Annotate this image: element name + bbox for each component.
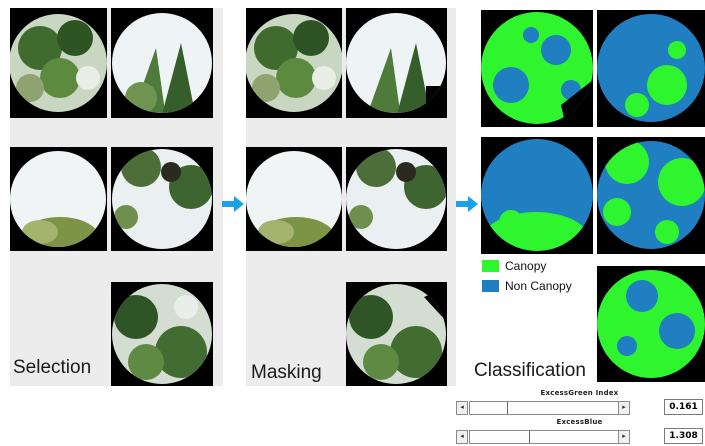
slider-thumb[interactable] bbox=[529, 431, 530, 443]
classification-image-3[interactable] bbox=[481, 137, 593, 254]
slider-thumb[interactable] bbox=[507, 402, 508, 414]
selection-photo-1[interactable] bbox=[10, 8, 107, 118]
legend-non-canopy: Non Canopy bbox=[482, 279, 572, 293]
masking-label: Masking bbox=[251, 362, 322, 384]
excess-green-title: ExcessGreen Index bbox=[456, 389, 703, 397]
slider-left-button[interactable]: ◂ bbox=[456, 401, 468, 415]
arrow-right-icon bbox=[456, 196, 478, 212]
slider-left-button[interactable]: ◂ bbox=[456, 430, 468, 444]
excess-green-control: ExcessGreen Index ◂ ▸ 0.161 bbox=[456, 395, 703, 417]
canopy-swatch bbox=[482, 260, 499, 272]
selection-label: Selection bbox=[13, 357, 91, 379]
non-canopy-label: Non Canopy bbox=[505, 279, 572, 293]
excess-blue-title: ExcessBlue bbox=[456, 418, 703, 426]
classification-image-1[interactable] bbox=[481, 10, 593, 127]
masking-photo-4[interactable] bbox=[346, 147, 447, 251]
selection-photo-2[interactable] bbox=[111, 8, 213, 118]
selection-photo-4[interactable] bbox=[111, 147, 213, 251]
canopy-label: Canopy bbox=[505, 259, 546, 273]
excess-blue-control: ExcessBlue ◂ ▸ 1.308 bbox=[456, 424, 703, 446]
slider-right-button[interactable]: ▸ bbox=[618, 430, 630, 444]
excess-green-slider[interactable] bbox=[469, 401, 619, 415]
masking-photo-1[interactable] bbox=[246, 8, 342, 118]
excess-blue-slider[interactable] bbox=[469, 430, 619, 444]
legend-canopy: Canopy bbox=[482, 259, 546, 273]
arrow-right-icon bbox=[222, 196, 244, 212]
masking-photo-2[interactable] bbox=[346, 8, 447, 118]
selection-photo-3[interactable] bbox=[10, 147, 107, 251]
masking-photo-3[interactable] bbox=[246, 147, 342, 251]
masking-photo-5[interactable] bbox=[346, 282, 447, 386]
classification-image-5[interactable] bbox=[597, 266, 705, 382]
classification-label: Classification bbox=[474, 360, 586, 382]
slider-right-button[interactable]: ▸ bbox=[618, 401, 630, 415]
classification-image-4[interactable] bbox=[597, 137, 705, 254]
selection-photo-5[interactable] bbox=[111, 282, 213, 386]
excess-blue-value[interactable]: 1.308 bbox=[664, 428, 703, 444]
excess-green-value[interactable]: 0.161 bbox=[664, 399, 703, 415]
classification-image-2[interactable] bbox=[597, 10, 705, 127]
non-canopy-swatch bbox=[482, 280, 499, 292]
